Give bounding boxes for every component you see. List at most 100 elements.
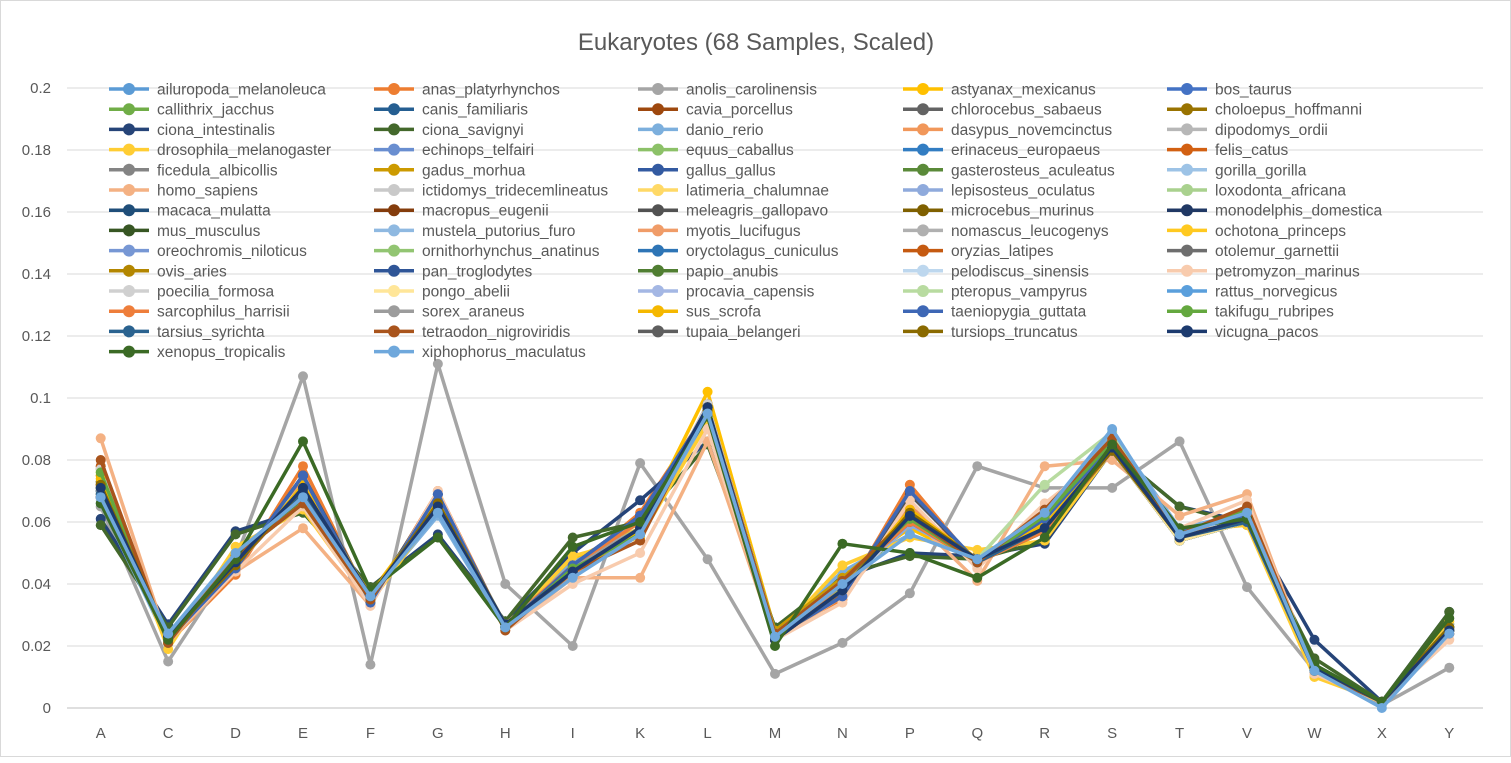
legend-entry: ovis_aries (109, 263, 227, 280)
legend-entry: macropus_eugenii (374, 203, 549, 220)
x-tick-label: K (635, 725, 645, 742)
data-point (230, 529, 241, 540)
data-point (770, 631, 780, 642)
series-line (99, 411, 1451, 704)
legend-swatch-marker (652, 103, 664, 116)
data-point (95, 455, 106, 465)
data-point (1376, 703, 1387, 713)
legend-entry: oryctolagus_cuniculus (638, 243, 839, 260)
data-point (1107, 424, 1118, 434)
legend-label: sorex_araneus (422, 304, 525, 321)
series-line (99, 408, 1451, 704)
series-line (99, 405, 1451, 704)
legend-swatch-marker (1181, 285, 1193, 297)
data-point (635, 548, 646, 558)
legend-swatch-marker (652, 264, 664, 277)
legend-label: tupaia_belangeri (686, 324, 801, 341)
legend-swatch-marker (652, 285, 664, 297)
legend-label: ornithorhynchus_anatinus (422, 243, 600, 260)
series-line (99, 408, 1451, 704)
legend-label: drosophila_melanogaster (157, 142, 331, 159)
legend-label: choloepus_hoffmanni (1215, 102, 1362, 119)
legend-entry: myotis_lucifugus (638, 223, 801, 240)
legend-entry: gadus_morhua (374, 162, 526, 179)
legend-label: pelodiscus_sinensis (951, 263, 1089, 280)
x-tick-label: X (1377, 725, 1387, 742)
y-tick-label: 0 (43, 700, 51, 717)
data-point (1039, 461, 1050, 472)
data-point (365, 591, 376, 602)
legend-entry: tarsius_syrichta (109, 324, 265, 341)
legend-label: pan_troglodytes (422, 263, 533, 280)
legend-label: mus_musculus (157, 223, 261, 240)
series-line (99, 414, 1451, 704)
legend-swatch-marker (1181, 143, 1193, 156)
legend-swatch-marker (917, 123, 929, 136)
legend-label: bos_taurus (1215, 82, 1292, 99)
legend-label: gadus_morhua (422, 162, 526, 179)
series-line (99, 408, 1451, 704)
legend-swatch-marker (652, 224, 664, 237)
x-tick-label: A (96, 725, 106, 742)
legend-swatch-marker (388, 103, 400, 116)
series-line (99, 405, 1451, 704)
legend-swatch-marker (917, 305, 929, 318)
legend-label: macropus_eugenii (422, 203, 549, 220)
legend-swatch-marker (652, 123, 664, 136)
legend-entry: ornithorhynchus_anatinus (374, 243, 600, 260)
data-point (972, 544, 983, 555)
legend-swatch-marker (123, 204, 135, 217)
legend-entry: equus_caballus (638, 142, 794, 159)
legend-swatch-marker (1181, 264, 1193, 277)
legend-entry: sus_scrofa (638, 304, 761, 321)
legend-label: dasypus_novemcinctus (951, 122, 1112, 139)
x-tick-label: V (1242, 725, 1252, 742)
legend-label: dipodomys_ordii (1215, 122, 1328, 139)
legend-label: ictidomys_tridecemlineatus (422, 183, 608, 200)
legend-entry: oryzias_latipes (903, 243, 1054, 260)
legend-label: papio_anubis (686, 263, 778, 280)
data-point (904, 529, 915, 540)
legend-swatch-marker (917, 143, 929, 156)
legend-entry: ciona_savignyi (374, 122, 524, 139)
series-xenopus_tropicalis (95, 411, 1455, 707)
series-astyanax_mexicanus (95, 386, 1455, 707)
data-point (1107, 482, 1118, 493)
data-point (298, 523, 308, 534)
legend-swatch-marker (123, 163, 135, 176)
data-point (837, 637, 848, 648)
data-point (635, 495, 646, 506)
series-xiphophorus_maculatus (95, 408, 1455, 713)
data-point (500, 579, 511, 589)
legend-entry: bos_taurus (1167, 82, 1292, 99)
series-line (99, 405, 1451, 704)
legend-swatch-marker (123, 123, 135, 136)
data-point (1174, 529, 1185, 540)
legend-swatch-marker (123, 285, 135, 297)
legend-label: procavia_capensis (686, 284, 815, 301)
data-point (837, 538, 848, 549)
legend-entry: taeniopygia_guttata (903, 304, 1087, 321)
series-lines (95, 358, 1455, 713)
data-point (1039, 507, 1050, 518)
data-point (567, 541, 578, 552)
series-line (99, 405, 1451, 704)
legend-entry: sorex_araneus (374, 304, 525, 321)
series-line (99, 402, 1451, 704)
series-line (99, 411, 1451, 704)
legend-label: microcebus_murinus (951, 203, 1094, 220)
legend-label: ochotona_princeps (1215, 223, 1346, 240)
legend-label: ciona_intestinalis (157, 122, 275, 139)
legend-swatch-marker (123, 103, 135, 116)
legend-entry: meleagris_gallopavo (638, 203, 828, 220)
legend-entry: ailuropoda_melanoleuca (109, 82, 326, 99)
data-point (770, 668, 780, 679)
x-tick-label: T (1175, 725, 1184, 742)
legend-label: astyanax_mexicanus (951, 82, 1096, 99)
legend-label: myotis_lucifugus (686, 223, 801, 240)
y-tick-label: 0.12 (22, 328, 51, 345)
legend-entry: takifugu_rubripes (1167, 304, 1334, 321)
legend-swatch-marker (652, 163, 664, 176)
